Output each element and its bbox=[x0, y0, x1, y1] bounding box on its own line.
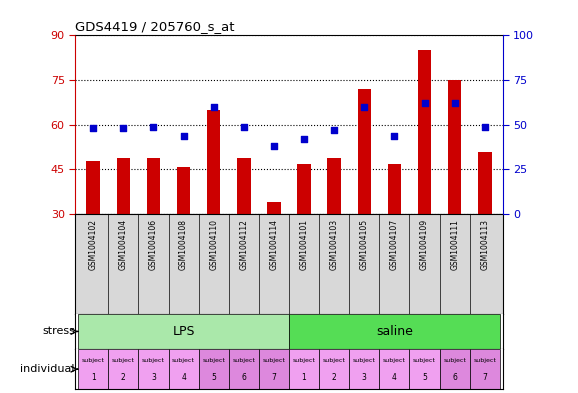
Text: subject: subject bbox=[383, 358, 406, 363]
Text: subject: subject bbox=[81, 358, 105, 363]
Bar bbox=[207, 110, 220, 214]
Text: GSM1004111: GSM1004111 bbox=[450, 219, 459, 270]
Text: 2: 2 bbox=[121, 373, 125, 382]
Point bbox=[299, 136, 309, 142]
Text: GSM1004106: GSM1004106 bbox=[149, 219, 158, 270]
Bar bbox=[138, 349, 169, 389]
Text: subject: subject bbox=[232, 358, 255, 363]
Text: subject: subject bbox=[112, 358, 135, 363]
Point bbox=[390, 132, 399, 139]
Bar bbox=[229, 349, 259, 389]
Bar bbox=[478, 152, 491, 214]
Bar bbox=[169, 349, 199, 389]
Point bbox=[420, 100, 429, 107]
Bar bbox=[349, 349, 379, 389]
Text: 5: 5 bbox=[422, 373, 427, 382]
Text: GSM1004104: GSM1004104 bbox=[119, 219, 128, 270]
Text: saline: saline bbox=[376, 325, 413, 338]
Point bbox=[450, 100, 460, 107]
Bar bbox=[418, 50, 431, 214]
Text: 6: 6 bbox=[242, 373, 246, 382]
Bar bbox=[147, 158, 160, 214]
Bar bbox=[289, 314, 500, 349]
Bar bbox=[87, 161, 100, 214]
Text: GSM1004113: GSM1004113 bbox=[480, 219, 490, 270]
Text: GSM1004103: GSM1004103 bbox=[329, 219, 339, 270]
Bar bbox=[78, 314, 289, 349]
Point bbox=[118, 125, 128, 132]
Text: individual: individual bbox=[20, 364, 75, 374]
Text: 3: 3 bbox=[362, 373, 366, 382]
Text: GSM1004110: GSM1004110 bbox=[209, 219, 218, 270]
Text: subject: subject bbox=[413, 358, 436, 363]
Text: GDS4419 / 205760_s_at: GDS4419 / 205760_s_at bbox=[75, 20, 235, 33]
Text: 5: 5 bbox=[212, 373, 216, 382]
Bar bbox=[379, 349, 409, 389]
Bar bbox=[267, 202, 281, 214]
Point bbox=[360, 104, 369, 110]
Bar bbox=[108, 349, 138, 389]
Text: 2: 2 bbox=[332, 373, 336, 382]
Bar bbox=[327, 158, 341, 214]
Text: GSM1004107: GSM1004107 bbox=[390, 219, 399, 270]
Text: stress: stress bbox=[42, 327, 75, 336]
Bar bbox=[259, 349, 289, 389]
Text: GSM1004112: GSM1004112 bbox=[239, 219, 249, 270]
Bar bbox=[237, 158, 251, 214]
Text: subject: subject bbox=[142, 358, 165, 363]
Bar bbox=[319, 349, 349, 389]
Text: 7: 7 bbox=[272, 373, 276, 382]
Bar bbox=[297, 163, 311, 214]
Text: 7: 7 bbox=[483, 373, 487, 382]
Text: GSM1004114: GSM1004114 bbox=[269, 219, 279, 270]
Text: 3: 3 bbox=[151, 373, 156, 382]
Text: GSM1004108: GSM1004108 bbox=[179, 219, 188, 270]
Bar bbox=[358, 89, 371, 214]
Point bbox=[269, 143, 279, 149]
Bar bbox=[289, 349, 319, 389]
Point bbox=[480, 123, 490, 130]
Bar bbox=[117, 158, 130, 214]
Text: 6: 6 bbox=[452, 373, 457, 382]
Text: 4: 4 bbox=[392, 373, 397, 382]
Point bbox=[329, 127, 339, 133]
Point bbox=[88, 125, 98, 132]
Bar bbox=[470, 349, 500, 389]
Bar bbox=[78, 349, 108, 389]
Point bbox=[179, 132, 188, 139]
Text: subject: subject bbox=[353, 358, 376, 363]
Text: GSM1004105: GSM1004105 bbox=[360, 219, 369, 270]
Bar bbox=[440, 349, 470, 389]
Bar bbox=[409, 349, 440, 389]
Text: 1: 1 bbox=[302, 373, 306, 382]
Text: subject: subject bbox=[262, 358, 286, 363]
Bar bbox=[199, 349, 229, 389]
Text: subject: subject bbox=[443, 358, 466, 363]
Text: GSM1004109: GSM1004109 bbox=[420, 219, 429, 270]
Text: subject: subject bbox=[292, 358, 316, 363]
Bar bbox=[177, 167, 190, 214]
Text: LPS: LPS bbox=[172, 325, 195, 338]
Text: 4: 4 bbox=[181, 373, 186, 382]
Text: 1: 1 bbox=[91, 373, 95, 382]
Text: subject: subject bbox=[202, 358, 225, 363]
Point bbox=[149, 123, 158, 130]
Bar bbox=[448, 80, 461, 214]
Text: GSM1004102: GSM1004102 bbox=[88, 219, 98, 270]
Text: GSM1004101: GSM1004101 bbox=[299, 219, 309, 270]
Bar bbox=[388, 163, 401, 214]
Text: subject: subject bbox=[323, 358, 346, 363]
Text: subject: subject bbox=[473, 358, 497, 363]
Point bbox=[209, 104, 218, 110]
Point bbox=[239, 123, 249, 130]
Text: subject: subject bbox=[172, 358, 195, 363]
